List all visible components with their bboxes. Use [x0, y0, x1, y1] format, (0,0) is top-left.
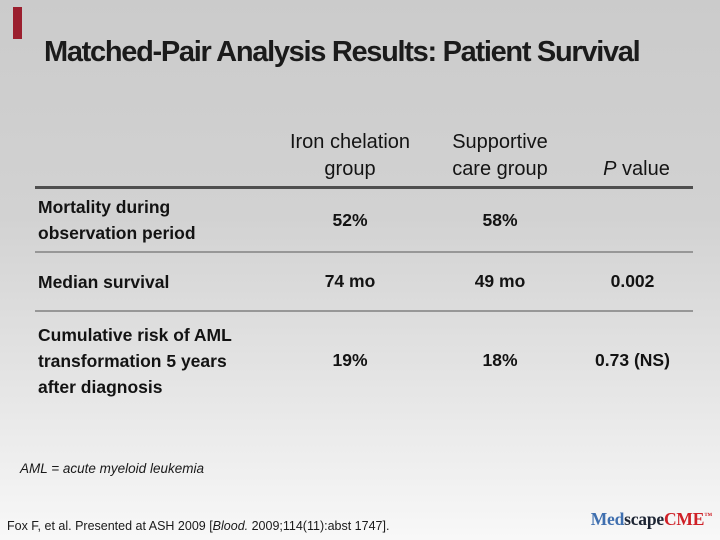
slide-title: Matched-Pair Analysis Results: Patient S…: [44, 36, 641, 68]
citation-suffix: 2009;114(11):abst 1747].: [248, 519, 390, 533]
cell-median-p: 0.002: [610, 271, 655, 291]
row-label-median-survival: Median survival: [38, 271, 170, 292]
column-header-line: Iron chelation: [289, 131, 411, 153]
logo-med: Med: [590, 509, 625, 529]
cell-median-supportive: 49 mo: [474, 271, 526, 291]
table-row: Cumulative risk of AML transformation 5 …: [35, 312, 693, 409]
cell-aml-p: 0.73 (NS): [595, 350, 670, 370]
column-header-line: group: [324, 158, 376, 180]
table-row: Mortality during observation period 52% …: [35, 189, 693, 253]
column-header-supportive-care: Supportive care group: [420, 129, 580, 183]
column-header-iron-chelation: Iron chelation group: [280, 129, 420, 183]
row-label-aml-risk: Cumulative risk of AML transformation 5 …: [38, 324, 232, 397]
cell-median-iron: 74 mo: [324, 271, 376, 291]
citation-journal: Blood.: [212, 519, 249, 533]
medscape-cme-logo: MedscapeCME™: [591, 509, 712, 530]
cell-mortality-supportive: 58%: [482, 209, 518, 230]
cell-mortality-iron: 52%: [332, 209, 368, 230]
footnote-aml-definition: AML = acute myeloid leukemia: [20, 461, 204, 476]
p-value-rest: value: [616, 158, 670, 180]
cell-aml-iron: 19%: [332, 350, 368, 370]
logo-scape: scape: [624, 509, 664, 529]
row-label-mortality: Mortality during observation period: [38, 197, 196, 243]
results-table: Iron chelation group Supportive care gro…: [35, 128, 693, 409]
citation: Fox F, et al. Presented at ASH 2009 [Blo…: [7, 519, 389, 533]
column-header-p-value: P value: [580, 156, 693, 183]
column-header-line: care group: [452, 158, 548, 180]
cell-aml-supportive: 18%: [482, 350, 518, 370]
logo-cme: CME: [663, 509, 705, 529]
logo-trademark: ™: [704, 511, 712, 521]
table-header-row: Iron chelation group Supportive care gro…: [35, 128, 693, 189]
p-value-italic-p: P: [603, 158, 617, 180]
column-header-line: Supportive: [452, 131, 548, 153]
accent-bar: [13, 7, 22, 39]
citation-prefix: Fox F, et al. Presented at ASH 2009 [: [7, 519, 213, 533]
table-row: Median survival 74 mo 49 mo 0.002: [35, 253, 693, 312]
